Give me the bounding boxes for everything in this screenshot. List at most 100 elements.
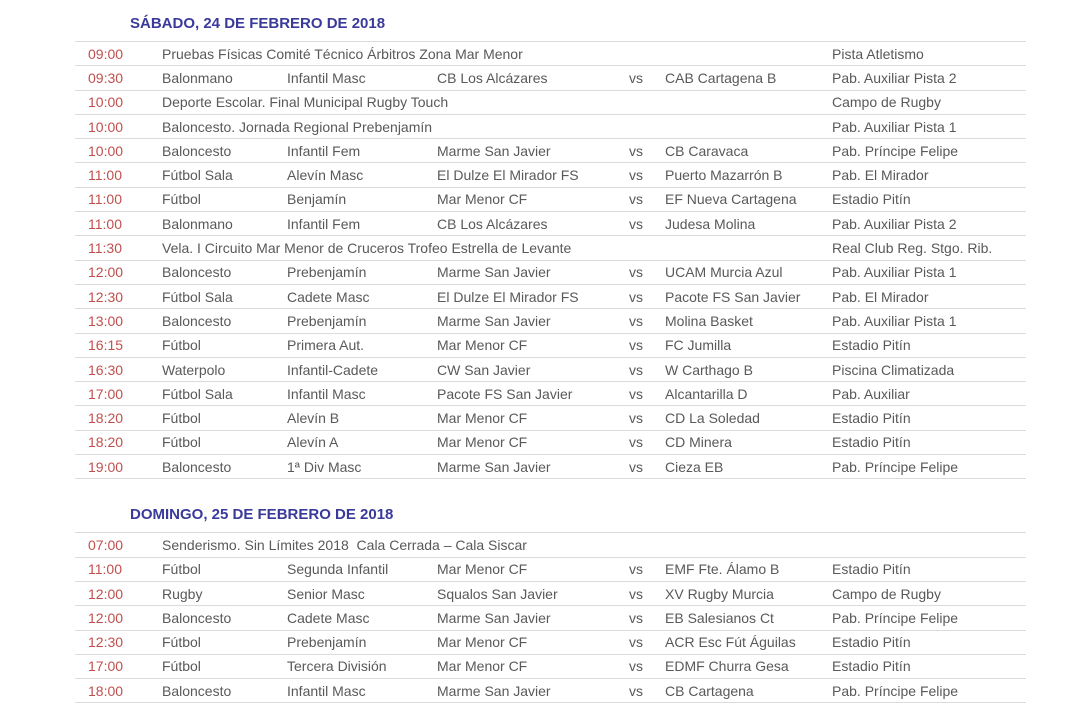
venue-cell: Estadio Pitín [832, 561, 911, 578]
home-team-cell: Mar Menor CF [437, 658, 528, 675]
vs-label: vs [629, 167, 643, 184]
away-team-cell: FC Jumilla [665, 337, 732, 354]
time-cell: 07:00 [88, 536, 124, 553]
time-cell: 12:00 [88, 264, 124, 281]
vs-label: vs [629, 385, 643, 402]
away-team-cell: EF Nueva Cartagena [665, 191, 797, 208]
venue-cell: Pab. Auxiliar [832, 385, 910, 402]
category-cell: Segunda Infantil [287, 561, 389, 578]
venue-cell: Pab. Auxiliar Pista 2 [832, 215, 957, 232]
note-cell: Pruebas Físicas Comité Técnico Árbitros … [162, 45, 523, 62]
time-cell: 17:00 [88, 385, 124, 402]
away-team-cell: XV Rugby Murcia [665, 585, 774, 602]
category-cell: Prebenjamín [287, 312, 367, 329]
home-team-cell: Marme San Javier [437, 264, 551, 281]
time-cell: 11:00 [88, 215, 122, 232]
sport-cell: Balonmano [162, 69, 233, 86]
venue-cell: Estadio Pitín [832, 337, 911, 354]
home-team-cell: Mar Menor CF [437, 191, 528, 208]
vs-label: vs [629, 312, 643, 329]
vs-label: vs [629, 142, 643, 159]
venue-cell: Campo de Rugby [832, 94, 941, 111]
time-cell: 11:00 [88, 167, 122, 184]
schedule-section: DOMINGO, 25 DE FEBRERO DE 2018 07:00 Sende… [0, 504, 1080, 703]
note-cell: Deporte Escolar. Final Municipal Rugby T… [162, 94, 449, 111]
sport-cell: Fútbol [162, 561, 201, 578]
home-team-cell: CB Los Alcázares [437, 215, 548, 232]
category-cell: Infantil-Cadete [287, 361, 379, 378]
away-team-cell: Alcantarilla D [665, 385, 748, 402]
section-title: SÁBADO, 24 DE FEBRERO DE 2018 [130, 15, 386, 32]
note-row: 10:00 Deporte Escolar. Final Municipal Ru… [75, 91, 1026, 115]
venue-cell: Pab. Príncipe Felipe [832, 609, 959, 626]
note-row: 07:00 Senderismo. Sin Límites 2018 Cala C… [75, 533, 1026, 558]
venue-cell: Pab. Auxiliar Pista 1 [832, 118, 957, 135]
vs-label: vs [629, 609, 643, 626]
venue-cell: Estadio Pitín [832, 634, 911, 651]
vs-label: vs [629, 585, 643, 602]
category-cell: Infantil Fem [287, 215, 361, 232]
event-row: 12:00 Rugby Senior Masc Squalos San Javier v… [75, 582, 1026, 607]
away-team-cell: Pacote FS San Javier [665, 288, 801, 305]
home-team-cell: Marme San Javier [437, 312, 551, 329]
event-row: 11:00 Fútbol Benjamín Mar Menor CF vs EF Nuev… [75, 188, 1026, 213]
vs-label: vs [629, 658, 643, 675]
venue-cell: Pab. Príncipe Felipe [832, 682, 959, 699]
home-team-cell: CW San Javier [437, 361, 531, 378]
note-row: 09:00 Pruebas Físicas Comité Técnico Árbi… [75, 42, 1026, 67]
vs-label: vs [629, 69, 643, 86]
time-cell: 18:20 [88, 410, 124, 427]
home-team-cell: Mar Menor CF [437, 410, 528, 427]
home-team-cell: Mar Menor CF [437, 561, 528, 578]
home-team-cell: Marme San Javier [437, 458, 551, 475]
sport-cell: Baloncesto [162, 609, 232, 626]
schedule-table: 07:00 Senderismo. Sin Límites 2018 Cala C… [75, 532, 1026, 703]
vs-label: vs [629, 361, 643, 378]
venue-cell: Campo de Rugby [832, 585, 941, 602]
event-row: 19:00 Baloncesto 1ª Div Masc Marme San Javi… [75, 455, 1026, 480]
event-row: 12:00 Baloncesto Prebenjamín Marme San Javi… [75, 261, 1026, 285]
sport-cell: Rugby [162, 585, 203, 602]
category-cell: Senior Masc [287, 585, 365, 602]
home-team-cell: Marme San Javier [437, 142, 551, 159]
venue-cell: Real Club Reg. Stgo. Rib. [832, 240, 993, 257]
time-cell: 19:00 [88, 458, 124, 475]
sport-cell: Baloncesto [162, 312, 232, 329]
sport-cell: Fútbol [162, 634, 201, 651]
category-cell: Primera Aut. [287, 337, 365, 354]
time-cell: 16:15 [88, 337, 124, 354]
away-team-cell: CD La Soledad [665, 410, 760, 427]
sport-cell: Fútbol [162, 191, 201, 208]
vs-label: vs [629, 288, 643, 305]
home-team-cell: El Dulze El Mirador FS [437, 288, 579, 305]
time-cell: 12:30 [88, 634, 124, 651]
category-cell: Cadete Masc [287, 609, 370, 626]
away-team-cell: CD Minera [665, 434, 732, 451]
home-team-cell: CB Los Alcázares [437, 69, 548, 86]
venue-cell: Pista Atletismo [832, 45, 924, 62]
time-cell: 17:00 [88, 658, 124, 675]
sport-cell: Fútbol [162, 434, 201, 451]
event-row: 10:00 Baloncesto Infantil Fem Marme San Jav… [75, 139, 1026, 164]
time-cell: 09:00 [88, 45, 124, 62]
event-row: 17:00 Fútbol Sala Infantil Masc Pacote FS S… [75, 382, 1026, 407]
time-cell: 12:30 [88, 288, 124, 305]
vs-label: vs [629, 434, 643, 451]
away-team-cell: EMF Fte. Álamo B [665, 561, 780, 578]
venue-cell: Pab. Auxiliar Pista 2 [832, 69, 957, 86]
vs-label: vs [629, 337, 643, 354]
sport-cell: Baloncesto [162, 142, 232, 159]
event-row: 11:00 Balonmano Infantil Fem CB Los Alcázar… [75, 212, 1026, 237]
event-row: 11:00 Fútbol Segunda Infantil Mar Menor CF v… [75, 558, 1026, 582]
away-team-cell: UCAM Murcia Azul [665, 264, 783, 281]
venue-cell: Pab. Príncipe Felipe [832, 458, 959, 475]
venue-cell: Pab. Príncipe Felipe [832, 142, 959, 159]
vs-label: vs [629, 458, 643, 475]
home-team-cell: Squalos San Javier [437, 585, 558, 602]
event-row: 12:00 Baloncesto Cadete Masc Marme San Javi… [75, 606, 1026, 631]
vs-label: vs [629, 561, 643, 578]
home-team-cell: Mar Menor CF [437, 337, 528, 354]
sport-cell: Baloncesto [162, 682, 232, 699]
category-cell: Infantil Masc [287, 69, 366, 86]
category-cell: Alevín A [287, 434, 339, 451]
